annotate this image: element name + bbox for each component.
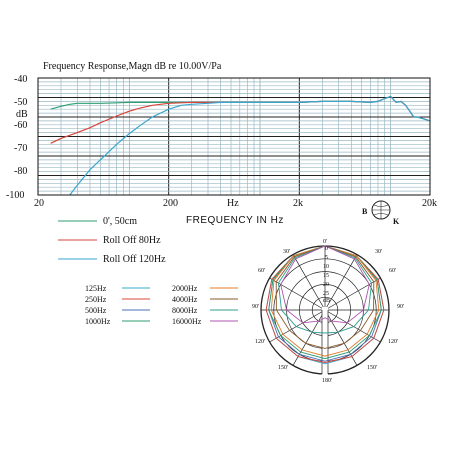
polar-legend-label: 500Hz	[85, 306, 107, 315]
polar-legend-label: 1000Hz	[85, 317, 111, 326]
x-tick: 200	[163, 198, 178, 209]
polar-spoke	[269, 309, 326, 343]
polar-legend-label: 2000Hz	[172, 284, 198, 293]
polar-spoke	[324, 309, 381, 343]
y-tick: -70	[14, 143, 27, 154]
fr-plot-frame	[37, 77, 431, 196]
fr-legend: 0', 50cm Roll Off 80Hz Roll Off 120Hz	[58, 216, 166, 265]
chart-title: Frequency Response,Magn dB re 10.00V/Pa	[43, 61, 222, 72]
polar-angle-label: 60'	[258, 268, 265, 274]
polar-angle-label: 180'	[322, 378, 332, 384]
logo-letter-k: K	[393, 217, 400, 226]
y-tick: -40	[14, 74, 27, 85]
y-tick: -80	[14, 166, 27, 177]
polar-angle-label: 150'	[278, 365, 288, 371]
legend-label: Roll Off 120Hz	[103, 254, 166, 265]
polar-series-line-6	[277, 245, 373, 334]
polar-radial-label: 5	[325, 255, 328, 261]
fr-series-line-2	[69, 95, 431, 196]
polar-radial-label: 0	[325, 246, 328, 252]
y-axis-label: dB	[16, 109, 28, 120]
polar-spoke	[324, 277, 381, 311]
polar-spoke	[269, 277, 326, 311]
polar-radial-label: 10	[323, 264, 329, 270]
polar-angle-label: 120'	[388, 339, 398, 345]
polar-angle-label: 90'	[252, 304, 259, 310]
polar-series-line-4	[270, 245, 380, 357]
polar-angle-label: 120'	[255, 339, 265, 345]
polar-series-line-7	[280, 245, 370, 324]
polar-angle-label: 30'	[375, 249, 382, 255]
fr-grid	[37, 77, 431, 196]
polar-series-line-3	[268, 245, 382, 360]
polar-angle-label: 60'	[389, 268, 396, 274]
polar-spoke	[324, 309, 358, 366]
polar-angle-labels: 0' 30' 60' 90' 120' 150' 180' 150' 120' …	[252, 239, 404, 384]
polar-legend-label: 250Hz	[85, 295, 107, 304]
polar-radial-label: dB	[323, 298, 330, 304]
polar-spoke	[324, 254, 358, 311]
polar-radial-label: 15	[323, 273, 329, 279]
polar-spoke	[292, 309, 326, 366]
polar-radial-label: 20	[323, 282, 329, 288]
y-tick: -100	[6, 190, 24, 201]
legend-label: Roll Off 80Hz	[103, 235, 161, 246]
x-tick: 20	[34, 198, 44, 209]
bk-logo: B K	[362, 200, 400, 226]
logo-globe-lines	[372, 201, 390, 219]
y-tick: -60	[14, 120, 27, 131]
x-tick: Hz	[227, 198, 239, 209]
polar-legend-label: 125Hz	[85, 284, 107, 293]
polar-legend-label: 16000Hz	[172, 317, 202, 326]
legend-label: 0', 50cm	[103, 216, 137, 227]
x-tick: 20k	[422, 198, 437, 209]
polar-angle-label: 90'	[397, 304, 404, 310]
polar-series-line-1	[265, 245, 385, 363]
polar-curves	[265, 245, 385, 365]
polar-mic-stem	[322, 307, 328, 375]
x-axis-label: FREQUENCY IN Hz	[186, 215, 284, 226]
polar-legend-label: 4000Hz	[172, 295, 198, 304]
polar-series-line-5	[275, 245, 375, 349]
polar-angle-label: 0'	[323, 239, 327, 245]
polar-angle-label: 30'	[283, 249, 290, 255]
x-tick: 2k	[293, 198, 303, 209]
fr-curves	[50, 95, 431, 196]
y-ticks: -40 -50 -60 -70 -80 -100	[6, 74, 27, 201]
polar-radial-label: 25	[323, 291, 329, 297]
polar-angle-label: 150'	[367, 365, 377, 371]
x-ticks: 20 200 Hz 2k 20k	[34, 198, 437, 209]
polar-legend: 125Hz 250Hz 500Hz 1000Hz 2000Hz 4000Hz 8…	[85, 284, 238, 326]
logo-letter-b: B	[362, 207, 368, 216]
y-tick: -50	[14, 97, 27, 108]
polar-legend-label: 8000Hz	[172, 306, 198, 315]
polar-spoke	[292, 254, 326, 311]
polar-radial-labels: 0 5 10 15 20 25 dB	[323, 246, 330, 304]
